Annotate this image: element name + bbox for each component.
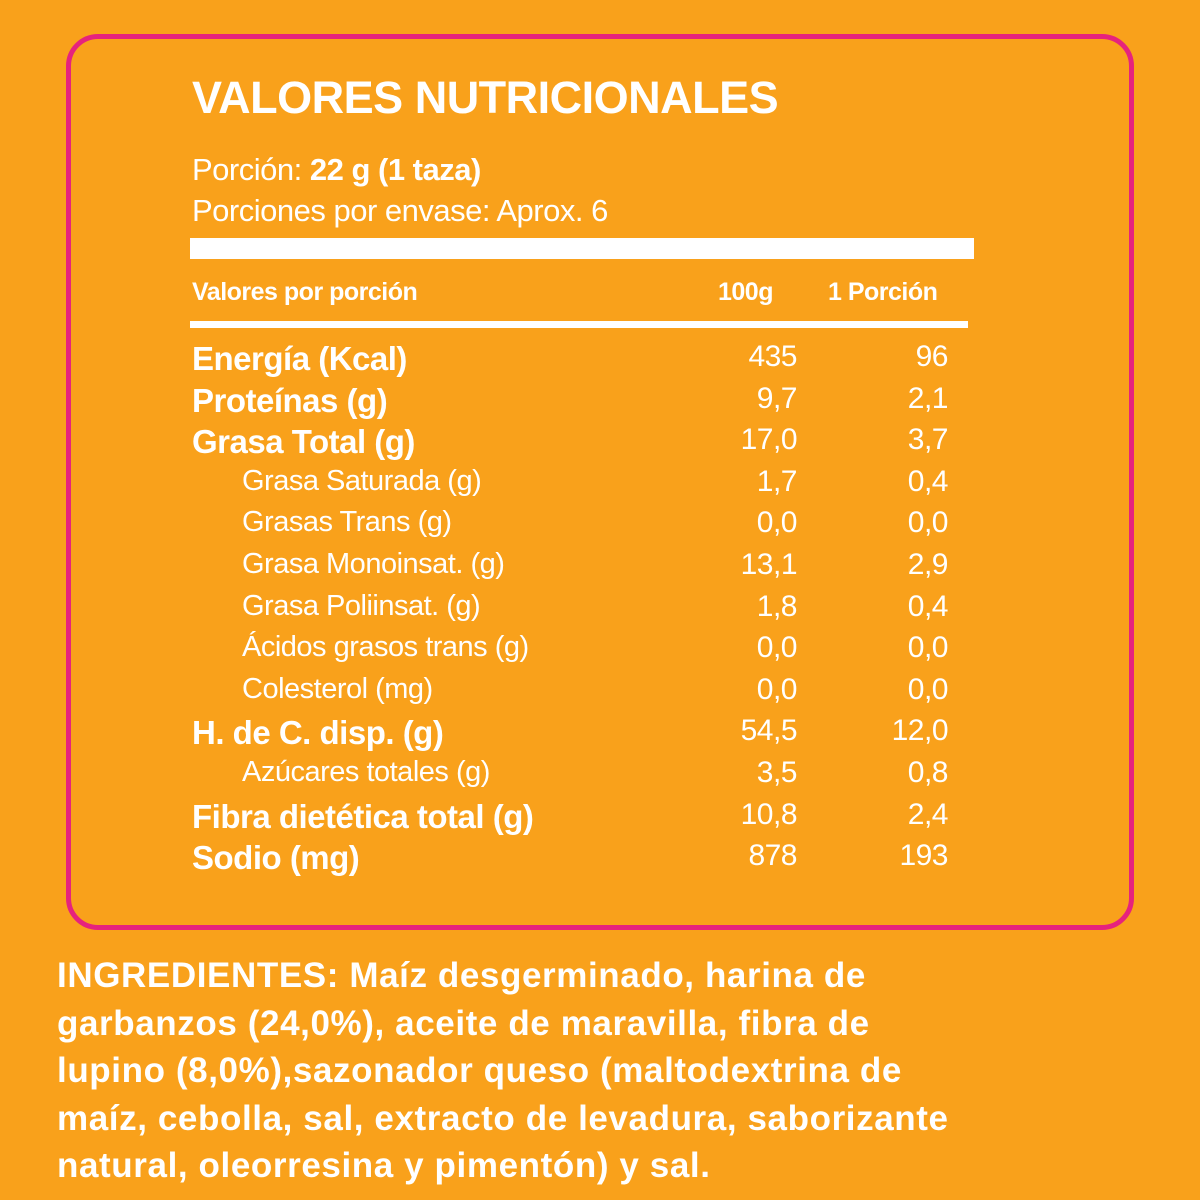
- table-row: Azúcares totales (g) 3,5 0,8: [0, 756, 1200, 798]
- nutrient-label: Fibra dietética total (g): [192, 797, 534, 835]
- servings-per-container: Porciones por envase: Aprox. 6: [192, 193, 608, 228]
- value-portion: 0,4: [907, 464, 949, 498]
- header-col-portion: 1 Porción: [828, 278, 938, 306]
- ingredients-line: INGREDIENTES: Maíz desgerminado, harina …: [57, 956, 866, 995]
- ingredients-line: maíz, cebolla, sal, extracto de levadura…: [57, 1098, 949, 1138]
- value-100g: 0,0: [756, 631, 798, 665]
- ingredients-line: garbanzos (24,0%), aceite de maravilla, …: [57, 1003, 870, 1043]
- portion-size: Porción: 22 g (1 taza): [192, 152, 481, 188]
- value-100g: 54,5: [740, 714, 798, 748]
- nutrient-label: H. de C. disp. (g): [192, 714, 444, 752]
- table-row: H. de C. disp. (g) 54,5 12,0: [0, 714, 1200, 756]
- table-row: Grasa Saturada (g) 1,7 0,4: [0, 465, 1200, 507]
- table-row: Ácidos grasos trans (g) 0,0 0,0: [0, 631, 1200, 673]
- value-100g: 17,0: [740, 423, 798, 457]
- divider-thick: [190, 238, 974, 259]
- value-portion: 0,0: [907, 631, 949, 665]
- value-100g: 10,8: [740, 797, 798, 831]
- value-portion: 2,4: [907, 797, 949, 831]
- table-row: Colesterol (mg) 0,0 0,0: [0, 673, 1200, 715]
- table-row: Grasa Poliinsat. (g) 1,8 0,4: [0, 590, 1200, 632]
- table-row: Sodio (mg) 878 193: [0, 839, 1200, 881]
- value-100g: 1,7: [756, 464, 798, 498]
- value-portion: 2,9: [907, 548, 949, 581]
- nutrient-label: Grasa Saturada (g): [242, 464, 482, 497]
- value-100g: 3,5: [756, 756, 798, 789]
- value-portion: 0,0: [907, 506, 949, 540]
- value-100g: 435: [748, 340, 797, 373]
- value-portion: 0,0: [907, 672, 949, 706]
- value-100g: 9,7: [756, 381, 798, 415]
- header-col-100g: 100g: [718, 278, 773, 306]
- page-title: VALORES NUTRICIONALES: [192, 72, 779, 123]
- portion-value: 22 g (1 taza): [309, 152, 481, 187]
- nutrient-label: Colesterol (mg): [242, 672, 433, 705]
- value-portion: 12,0: [891, 714, 949, 748]
- nutrient-label: Azúcares totales (g): [242, 756, 490, 788]
- ingredients: INGREDIENTES: Maíz desgerminado, harina …: [57, 952, 949, 1190]
- value-portion: 2,1: [907, 381, 949, 415]
- table-row: Grasa Monoinsat. (g) 13,1 2,9: [0, 548, 1200, 590]
- nutrient-label: Grasas Trans (g): [242, 506, 452, 539]
- value-portion: 193: [899, 839, 948, 873]
- value-portion: 3,7: [907, 423, 949, 457]
- header-label: Valores por porción: [192, 278, 418, 306]
- nutrient-label: Sodio (mg): [192, 839, 360, 877]
- portion-label: Porción:: [192, 152, 302, 187]
- value-100g: 0,0: [756, 506, 798, 540]
- divider-thin: [190, 321, 968, 328]
- value-100g: 0,0: [756, 672, 798, 706]
- value-100g: 878: [748, 839, 797, 873]
- nutrient-label: Proteínas (g): [192, 381, 388, 419]
- table-row: Energía (Kcal) 435 96: [0, 340, 1200, 382]
- table-row: Proteínas (g) 9,7 2,1: [0, 382, 1200, 424]
- table-row: Grasa Total (g) 17,0 3,7: [0, 423, 1200, 465]
- nutrient-label: Grasa Monoinsat. (g): [242, 548, 505, 580]
- value-100g: 1,8: [756, 589, 798, 623]
- value-portion: 0,8: [907, 756, 949, 789]
- nutrition-panel-border: [66, 34, 1134, 930]
- nutrient-label: Grasa Total (g): [192, 423, 415, 461]
- ingredients-line: lupino (8,0%),sazonador queso (maltodext…: [57, 1051, 902, 1090]
- value-portion: 0,4: [907, 589, 949, 623]
- nutrient-label: Grasa Poliinsat. (g): [242, 589, 481, 622]
- table-row: Grasas Trans (g) 0,0 0,0: [0, 506, 1200, 548]
- nutrient-label: Ácidos grasos trans (g): [242, 631, 529, 664]
- nutrient-label: Energía (Kcal): [192, 340, 407, 377]
- ingredients-line: natural, oleorresina y pimentón) y sal.: [57, 1146, 711, 1185]
- value-portion: 96: [915, 340, 949, 373]
- value-100g: 13,1: [740, 548, 798, 581]
- table-row: Fibra dietética total (g) 10,8 2,4: [0, 798, 1200, 840]
